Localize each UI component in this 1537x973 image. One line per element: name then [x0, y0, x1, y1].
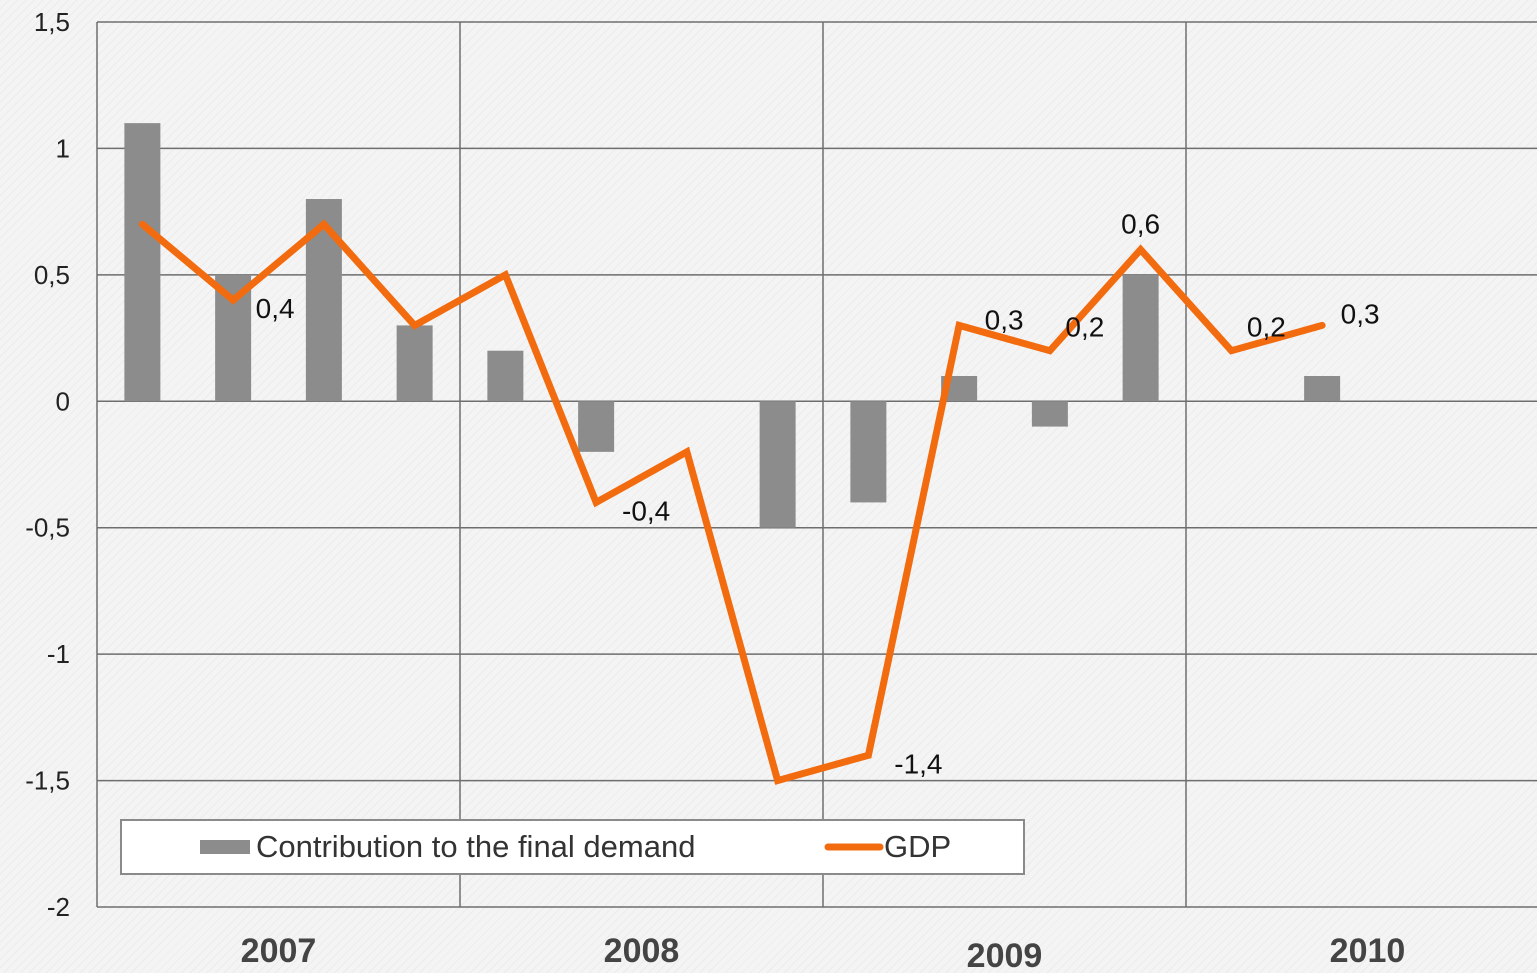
y-tick-label: -2: [47, 892, 70, 922]
x-year-label: 2007: [241, 932, 317, 970]
line-series: [138, 219, 1326, 785]
data-label: -0,4: [622, 495, 670, 526]
data-label: -1,4: [894, 748, 942, 779]
bar: [124, 123, 161, 402]
gridlines: [96, 21, 1537, 908]
x-year-label: 2009: [967, 937, 1043, 973]
data-labels: 0,4 -0,4 -1,4 0,3 0,2 0,6 0,2 0,3: [256, 209, 1380, 780]
bar: [396, 325, 433, 402]
data-label: 0,4: [256, 293, 295, 324]
y-tick-label: 0,5: [34, 260, 70, 290]
x-year-label: 2010: [1330, 932, 1406, 970]
y-tick-label: 1,5: [34, 7, 70, 37]
legend-label-contribution: Contribution to the final demand: [256, 829, 695, 864]
bar: [1304, 376, 1341, 402]
axis-labels: 1,5 1 0,5 0 -0,5 -1 -1,5 -2 2007 2008 2009 2010: [25, 7, 1405, 973]
legend: Contribution to the final demand GDP: [120, 819, 1025, 875]
x-year-label: 2008: [604, 932, 680, 970]
gdp-line: [138, 219, 1326, 785]
bar: [850, 401, 887, 503]
y-tick-label: -1,5: [25, 766, 70, 796]
data-label: 0,2: [1065, 312, 1104, 343]
legend-bar-swatch: [200, 840, 250, 854]
y-tick-label: 0: [56, 386, 70, 416]
data-label: 0,2: [1247, 312, 1286, 343]
bar: [1031, 401, 1068, 427]
bar-series: [124, 123, 1341, 528]
y-tick-label: -1: [47, 639, 70, 669]
bar: [1122, 274, 1159, 402]
bar: [487, 350, 524, 402]
data-label: 0,6: [1121, 209, 1160, 240]
data-label: 0,3: [1341, 298, 1380, 329]
data-label: 0,3: [985, 304, 1024, 335]
bar: [759, 401, 796, 528]
y-tick-label: -0,5: [25, 513, 70, 543]
bar: [578, 401, 615, 452]
y-tick-label: 1: [56, 133, 70, 163]
legend-label-gdp: GDP: [884, 829, 951, 864]
